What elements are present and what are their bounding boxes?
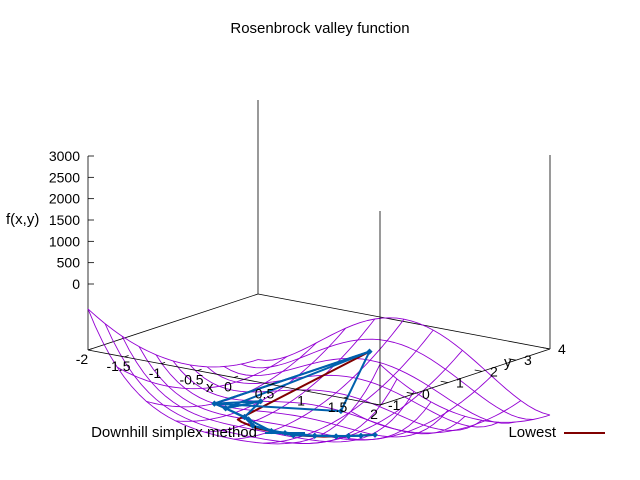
- simplex-vertex-marker: [357, 432, 364, 439]
- x-tick-label: 1: [297, 392, 305, 408]
- surface-line-x: [263, 329, 434, 444]
- y-tick-label: 3: [524, 352, 532, 368]
- surface-line-x: [321, 375, 492, 441]
- legend-simplex-label: Downhill simplex method: [91, 424, 257, 441]
- y-tick-mark: [372, 403, 381, 406]
- floor-back-edge: [257, 293, 551, 350]
- simplex-vertex-marker: [333, 433, 340, 440]
- simplex-vertex-marker: [345, 433, 352, 440]
- legend-lowest: Lowest: [508, 424, 605, 441]
- simplex-vertex-marker: [222, 405, 229, 412]
- simplex-vertex-marker: [245, 416, 252, 423]
- surface-line-x: [116, 356, 288, 390]
- z-tick-label: 1500: [49, 212, 80, 228]
- x-tick-label: 2: [370, 406, 378, 422]
- x-tick-label: 1.5: [328, 399, 348, 415]
- z-tick-label: 500: [57, 255, 81, 271]
- z-tick-label: 2500: [49, 169, 80, 185]
- y-tick-mark: [474, 369, 483, 372]
- surface-line-x: [204, 318, 376, 433]
- simplex-vertex-marker: [257, 398, 264, 405]
- x-tick-mark: [306, 389, 312, 392]
- z-tick-label: 2000: [49, 191, 80, 207]
- simplex-vertex-marker: [241, 413, 248, 420]
- x-axis-ticks: -2 -1.5 -1 -0.5 0 0.5 1 1.5 2: [76, 348, 385, 422]
- surface-line-x: [87, 308, 259, 368]
- x-tick-mark: [124, 355, 129, 358]
- simplex-vertex-marker: [366, 348, 373, 355]
- z-tick-label: 1000: [49, 233, 80, 249]
- x-tick-mark: [270, 382, 275, 385]
- y-tick-mark: [542, 347, 551, 350]
- x-tick-label: 0: [224, 379, 232, 395]
- surface-line-x: [350, 400, 522, 434]
- floor-left-edge: [87, 293, 259, 351]
- surface-line-x: [379, 363, 551, 423]
- simplex-vertex-marker: [211, 400, 218, 407]
- z-tick-label: 3000: [49, 148, 80, 164]
- x-tick-mark: [233, 375, 239, 378]
- y-tick-label: 2: [490, 363, 498, 379]
- simplex-vertex-marker: [337, 408, 344, 415]
- surface-line-x: [292, 350, 463, 444]
- y-tick-label: 1: [456, 375, 464, 391]
- z-tick-label: 0: [72, 276, 80, 292]
- axis-box-back: [87, 100, 551, 351]
- x-tick-mark: [197, 368, 202, 372]
- x-tick-mark: [87, 348, 93, 351]
- y-tick-mark: [440, 380, 449, 383]
- y-tick-mark: [406, 392, 415, 395]
- simplex-vertex-marker: [372, 431, 378, 438]
- simplex-vertex-marker: [311, 432, 318, 439]
- simplex-vertex-marker: [249, 422, 256, 429]
- legend-simplex: Downhill simplex method: [91, 424, 305, 441]
- x-tick-label: -1: [149, 365, 162, 381]
- x-tick-mark: [379, 403, 385, 406]
- z-axis-label: f(x,y): [6, 211, 39, 228]
- x-tick-mark: [160, 362, 166, 365]
- legend-simplex-marker: [282, 430, 288, 436]
- y-tick-label: 4: [558, 341, 566, 357]
- y-tick-label: -1: [388, 397, 401, 413]
- x-tick-mark: [343, 396, 348, 399]
- z-axis-ticks: 0 500 1000 1500 2000 2500 3000: [49, 148, 94, 292]
- y-axis-label: y: [504, 354, 512, 371]
- floor-right-edge: [379, 348, 551, 406]
- legend-lowest-label: Lowest: [508, 424, 556, 441]
- simplex-path: [211, 348, 378, 440]
- x-axis-label: x: [206, 379, 214, 396]
- x-tick-label: -1.5: [106, 358, 130, 374]
- chart-title: Rosenbrock valley function: [230, 20, 409, 37]
- surface-line-x: [233, 318, 405, 440]
- y-tick-label: 0: [422, 386, 430, 402]
- x-tick-label: -0.5: [179, 372, 203, 388]
- x-tick-label: 0.5: [255, 385, 275, 401]
- x-tick-label: -2: [76, 351, 89, 367]
- y-tick-mark: [508, 358, 517, 361]
- y-axis-ticks: -1 0 1 2 3 4: [372, 341, 566, 413]
